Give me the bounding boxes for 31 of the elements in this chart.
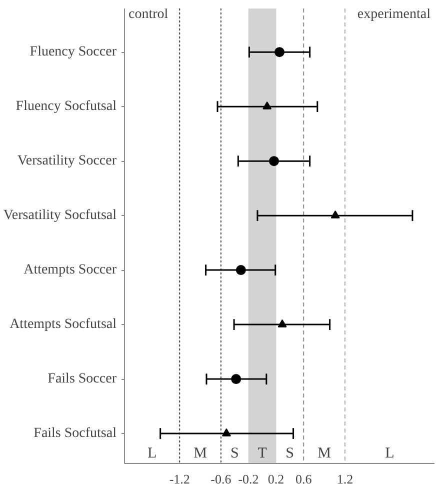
point xyxy=(274,47,284,58)
y-tick-label: Attempts Soccer xyxy=(24,262,117,278)
y-tick-label: Fails Soccer xyxy=(48,372,117,387)
annotation: experimental xyxy=(357,7,431,22)
y-tick-label: Versatility Socfutsal xyxy=(3,208,117,224)
x-tick-label: -0.2 xyxy=(238,472,259,486)
x-tick-label: -0.6 xyxy=(210,472,232,486)
annotation: S xyxy=(230,446,239,462)
x-tick-label: -1.2 xyxy=(169,472,190,486)
x-tick-label: 0.2 xyxy=(268,472,284,486)
annotation: control xyxy=(128,7,168,22)
y-tick-label: Versatility Soccer xyxy=(17,154,117,169)
annotation: L xyxy=(147,446,157,462)
point xyxy=(222,428,231,436)
y-tick-label: Attempts Socfutsal xyxy=(10,317,117,332)
point xyxy=(278,319,287,328)
y-tick-label: Fails Socfutsal xyxy=(34,426,117,442)
annotation: M xyxy=(194,446,207,462)
x-tick-label: 0.6 xyxy=(295,472,312,486)
y-tick-label: Fluency Socfutsal xyxy=(16,99,117,114)
point xyxy=(262,101,272,110)
annotation: M xyxy=(318,446,331,462)
annotation: L xyxy=(385,446,394,462)
y-tick-label: Fluency Soccer xyxy=(30,44,117,60)
annotation: S xyxy=(286,446,294,462)
point xyxy=(330,210,340,218)
point xyxy=(268,156,279,166)
point xyxy=(236,265,246,276)
annotation: T xyxy=(258,446,267,462)
point xyxy=(231,374,242,384)
x-tick-label: 1.2 xyxy=(336,472,354,486)
